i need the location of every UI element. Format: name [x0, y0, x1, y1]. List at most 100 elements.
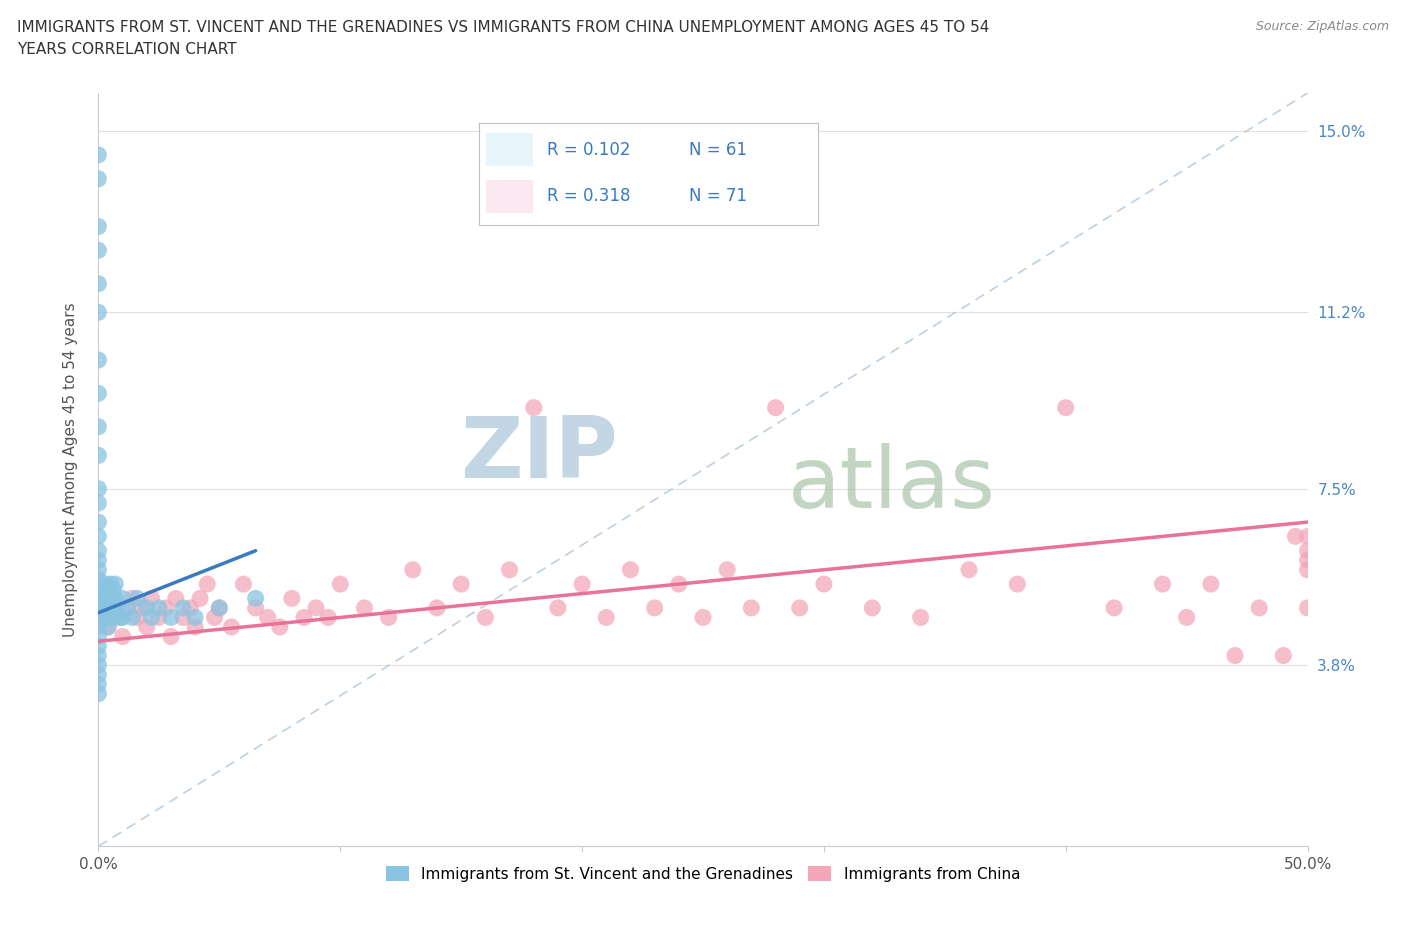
Point [111, 610, 134, 625]
Point [87, 610, 110, 625]
Point [1296, 543, 1319, 558]
Point [100, 577, 122, 591]
Point [245, 591, 267, 605]
Point [100, 591, 122, 605]
Point [87, 677, 110, 692]
Point [498, 563, 520, 578]
Point [87, 658, 110, 672]
Point [141, 610, 163, 625]
Point [305, 601, 328, 616]
Point [474, 610, 496, 625]
Point [87, 482, 110, 497]
Point [165, 591, 187, 605]
Point [1054, 400, 1077, 415]
Point [87, 601, 110, 616]
Point [232, 577, 254, 591]
Point [329, 577, 352, 591]
Point [619, 563, 641, 578]
Point [127, 610, 149, 625]
Point [208, 601, 231, 616]
Point [256, 610, 278, 625]
Point [87, 552, 110, 567]
Point [107, 610, 129, 625]
Point [269, 619, 291, 634]
Point [172, 610, 194, 625]
Point [160, 610, 183, 625]
Point [716, 563, 738, 578]
Point [595, 610, 617, 625]
Point [353, 601, 375, 616]
Point [87, 686, 110, 701]
Point [87, 619, 110, 634]
Point [87, 171, 110, 186]
Point [108, 610, 131, 625]
Point [97, 581, 120, 596]
Point [740, 601, 762, 616]
Point [87, 610, 110, 625]
Point [292, 610, 315, 625]
Point [117, 601, 139, 616]
Point [1152, 577, 1174, 591]
Point [87, 419, 110, 434]
Point [91, 591, 114, 605]
Point [789, 601, 811, 616]
Point [377, 610, 399, 625]
Point [1102, 601, 1125, 616]
Point [87, 276, 110, 291]
Point [692, 610, 714, 625]
Point [131, 601, 153, 616]
Text: atlas: atlas [787, 444, 995, 526]
Point [1249, 601, 1271, 616]
Point [547, 601, 569, 616]
Point [111, 629, 134, 644]
Point [87, 581, 110, 596]
Text: ZIP: ZIP [461, 413, 619, 496]
Point [402, 563, 425, 578]
Point [87, 648, 110, 663]
Point [91, 601, 114, 616]
Point [1284, 529, 1306, 544]
Point [316, 610, 339, 625]
Point [91, 601, 114, 616]
Point [172, 601, 194, 616]
Point [179, 601, 201, 616]
Point [94, 577, 117, 591]
Point [101, 581, 124, 596]
Point [87, 219, 110, 234]
Point [135, 619, 157, 634]
Point [1272, 648, 1295, 663]
Point [121, 610, 143, 625]
Point [208, 601, 231, 616]
Point [910, 610, 932, 625]
Point [87, 243, 110, 258]
Point [957, 563, 980, 578]
Point [450, 577, 472, 591]
Point [1007, 577, 1029, 591]
Point [87, 667, 110, 682]
Point [184, 610, 207, 625]
Legend: Immigrants from St. Vincent and the Grenadines, Immigrants from China: Immigrants from St. Vincent and the Gren… [380, 859, 1026, 887]
Point [87, 591, 110, 605]
Point [571, 577, 593, 591]
Point [104, 591, 127, 605]
Point [87, 352, 110, 367]
Point [87, 148, 110, 163]
Point [221, 619, 243, 634]
Point [87, 514, 110, 529]
Point [87, 386, 110, 401]
Point [1296, 563, 1319, 578]
Point [94, 610, 117, 625]
Point [87, 448, 110, 463]
Point [100, 610, 122, 625]
Point [1296, 552, 1319, 567]
Point [91, 610, 114, 625]
Point [117, 601, 139, 616]
Point [94, 591, 117, 605]
Point [121, 591, 143, 605]
Point [101, 601, 124, 616]
Point [155, 601, 177, 616]
Point [107, 601, 129, 616]
Point [97, 601, 120, 616]
Point [245, 601, 267, 616]
Point [87, 563, 110, 578]
